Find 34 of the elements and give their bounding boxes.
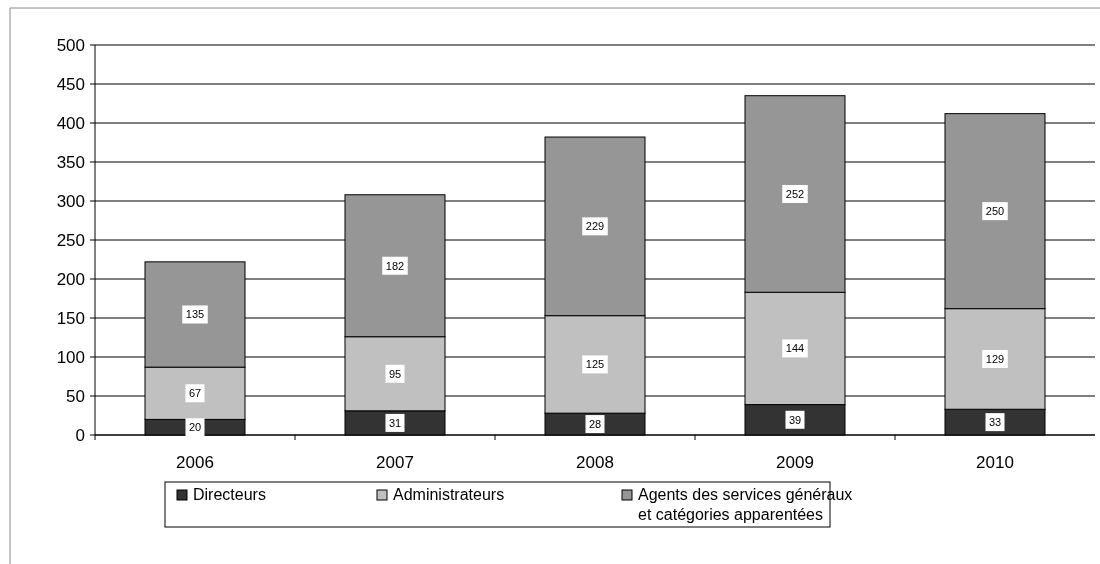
data-label: 20 (188, 421, 202, 434)
y-tick-label: 150 (56, 309, 85, 328)
x-tick-label: 2010 (976, 453, 1014, 472)
x-tick-label: 2006 (176, 453, 214, 472)
data-label: 252 (785, 187, 805, 200)
data-label: 135 (185, 308, 205, 321)
legend-label: Agents des services généraux et catégories apparentées (638, 486, 853, 523)
data-label: 67 (188, 387, 202, 400)
y-tick-label: 400 (56, 114, 85, 133)
legend-label: Administrateurs (393, 486, 505, 503)
y-tick-label: 100 (56, 348, 85, 367)
y-tick-label: 500 (56, 36, 85, 55)
data-label: 144 (785, 342, 805, 355)
data-label: 250 (985, 205, 1005, 218)
y-tick-label: 0 (75, 426, 85, 445)
y-tick-label: 450 (56, 75, 85, 94)
legend-label: Directeurs (193, 486, 266, 503)
data-label: 182 (385, 259, 405, 272)
x-tick-label: 2007 (376, 453, 414, 472)
y-tick-label: 250 (56, 231, 85, 250)
data-label: 31 (388, 416, 402, 429)
x-tick-label: 2008 (576, 453, 614, 472)
y-tick-label: 350 (56, 153, 85, 172)
data-label: 229 (585, 220, 605, 233)
data-label: 129 (985, 352, 1005, 365)
y-tick-label: 50 (66, 387, 85, 406)
data-label: 33 (988, 416, 1002, 429)
x-tick-label: 2009 (776, 453, 814, 472)
data-label: 95 (388, 367, 402, 380)
data-label: 39 (788, 413, 802, 426)
y-tick-label: 200 (56, 270, 85, 289)
y-tick-label: 300 (56, 192, 85, 211)
data-label: 28 (588, 418, 602, 431)
data-label: 125 (585, 358, 605, 371)
